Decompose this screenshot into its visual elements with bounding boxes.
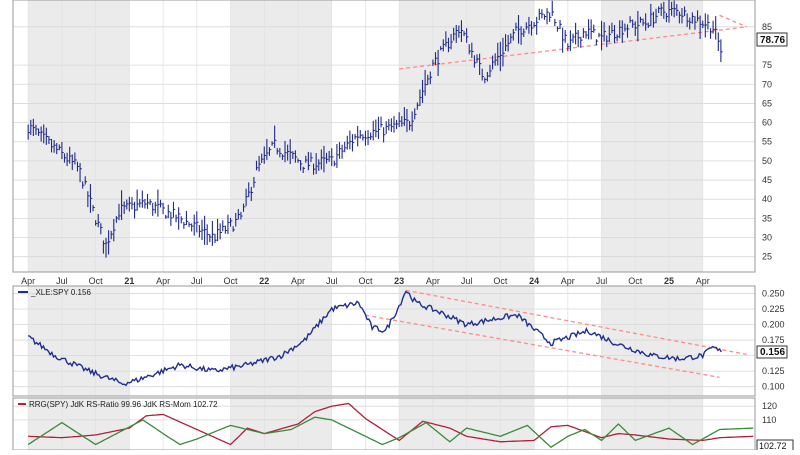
price-last-value-box: [756, 32, 788, 47]
price-last-value-badge: 78.76: [756, 32, 788, 47]
price-y-tick-label: 75: [762, 60, 772, 70]
shaded-period-0-panel-2: [28, 398, 130, 450]
x-tick-label: 21: [124, 276, 134, 286]
x-tick-label: Apr: [21, 276, 35, 286]
ratio-y-tick-label: 0.250: [762, 288, 785, 298]
ratio-y-tick-label: 0.100: [762, 382, 785, 392]
ratio-panel-frame: [12, 285, 756, 397]
price-y-tick-label: 70: [762, 79, 772, 89]
price-y-tick-label: 45: [762, 175, 772, 185]
ratio-line-layer: [27, 290, 722, 387]
price-y-tick-label: 25: [762, 252, 772, 262]
x-tick-label: Apr: [291, 276, 305, 286]
trendlines-layer: [365, 14, 747, 378]
x-tick-label: Jul: [461, 276, 473, 286]
gridlines-layer: [13, 0, 755, 450]
x-tick-label: Oct: [628, 276, 643, 286]
price-panel-frame: [12, 0, 756, 273]
ratio-series-line: [27, 290, 722, 387]
x-tick-label: Oct: [358, 276, 373, 286]
price-y-tick-label: 40: [762, 194, 772, 204]
x-tick-label: Jul: [56, 276, 68, 286]
rrg-last-value-label: 102.72: [759, 441, 787, 450]
x-tick-label: Oct: [224, 276, 239, 286]
ratio-y-tick-label: 0.225: [762, 304, 785, 314]
rrg-legend: RRG(SPY) JdK RS-Ratio 99.96 JdK RS-Mom 1…: [18, 400, 218, 409]
x-tick-label: Apr: [561, 276, 575, 286]
x-axis-ticks: Apr Jul Oct 21 Apr Jul Oct 22 Apr Jul Oct 23 Apr Jul O…: [21, 276, 710, 286]
rs-mom-series-line: [27, 416, 754, 449]
price-y-tick-label: 30: [762, 233, 772, 243]
x-tick-label: 23: [394, 276, 404, 286]
x-tick-label: 25: [664, 276, 674, 286]
rrg-legend-label: RRG(SPY) JdK RS-Ratio 99.96 JdK RS-Mom 1…: [29, 400, 218, 409]
x-tick-label: Apr: [156, 276, 170, 286]
ratio-y-tick-label: 0.125: [762, 366, 785, 376]
ratio-y-tick-label: 0.200: [762, 320, 785, 330]
x-tick-label: Jul: [326, 276, 338, 286]
price-y-tick-label: 85: [762, 22, 772, 32]
y-axis-ticks: 2530354045505560657075850.1000.1250.1500…: [762, 22, 785, 425]
price-y-tick-label: 35: [762, 213, 772, 223]
rrg-last-value-badge: 102.72: [756, 439, 794, 452]
x-tick-label: Jul: [191, 276, 203, 286]
rrg-lines-layer: [27, 402, 754, 449]
x-tick-label: 22: [259, 276, 269, 286]
ratio-legend-label: _XLE:SPY 0.156: [30, 288, 91, 297]
price-last-value-label: 78.76: [760, 35, 785, 46]
ratio-lower-channel-line: [365, 314, 720, 378]
shaded-period-1-panel-2: [230, 398, 332, 450]
ratio-y-tick-label: 0.175: [762, 335, 785, 345]
ratio-legend: _XLE:SPY 0.156: [18, 288, 91, 297]
x-tick-label: Apr: [426, 276, 440, 286]
price-y-tick-label: 65: [762, 98, 772, 108]
price-bars-layer: [27, 0, 723, 258]
shaded-period-0-panel-0: [28, 0, 130, 272]
ratio-last-value-badge: 0.156: [756, 345, 788, 359]
ratio-last-value-box: [756, 345, 788, 359]
shaded-period-3-panel-0: [601, 0, 703, 272]
x-tick-label: Oct: [493, 276, 508, 286]
x-tick-label: Jul: [596, 276, 608, 286]
rrg-y-tick-label: 110: [762, 415, 776, 425]
shaded-period-3-panel-2: [601, 398, 703, 450]
x-tick-label: Oct: [89, 276, 104, 286]
rs-ratio-series-line: [28, 402, 754, 446]
price-y-tick-label: 50: [762, 156, 772, 166]
ratio-upper-channel-line: [405, 289, 747, 356]
ratio-last-value-label: 0.156: [760, 347, 785, 358]
shaded-period-1-panel-0: [230, 0, 332, 272]
x-tick-label: 24: [529, 276, 539, 286]
price-support-trendline: [399, 26, 747, 70]
price-y-tick-label: 60: [762, 118, 772, 128]
shaded-period-3-panel-1: [601, 286, 703, 396]
rrg-y-tick-label: 120: [762, 401, 777, 411]
price-y-tick-label: 55: [762, 137, 772, 147]
shaded-period-1-panel-1: [230, 286, 332, 396]
x-tick-label: Apr: [696, 276, 710, 286]
price-resistance-trendline: [719, 14, 747, 28]
